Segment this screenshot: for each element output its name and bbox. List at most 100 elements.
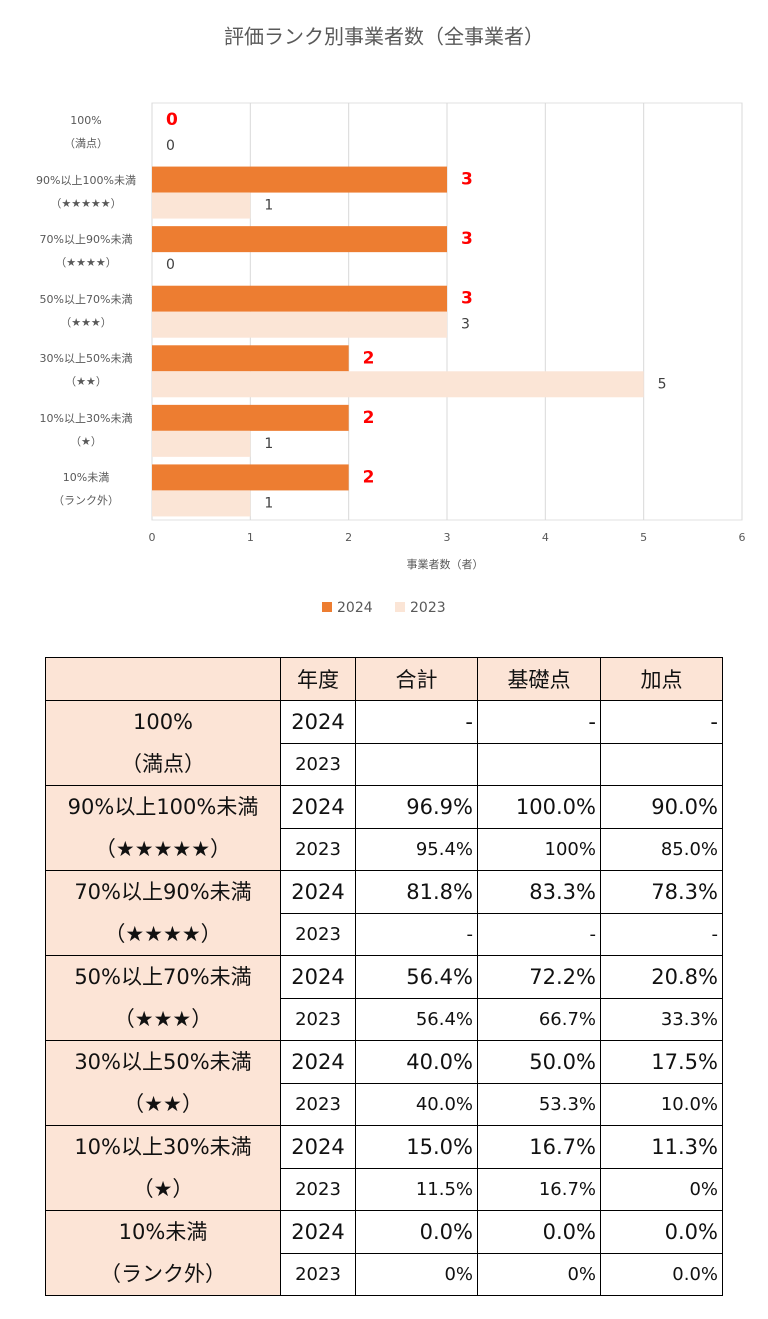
table-row: 10%未満 （ランク外） 2024 0.0% 0.0% 0.0% <box>45 1210 723 1296</box>
table-row: 2023 11.5% 16.7% 0% <box>46 1167 723 1211</box>
table-row: 90%以上100%未満 （★★★★★） 2024 96.9% 100.0% 90.0% <box>45 785 723 871</box>
y-tick-label: 100% （満点） <box>64 114 108 150</box>
table-row: 10%以上30%未満 （★） 2024 15.0% 16.7% 11.3% <box>45 1125 723 1211</box>
table-row: 2023 56.4% 66.7% 33.3% <box>46 997 723 1041</box>
value-cell: - <box>600 912 723 956</box>
value-cell: 83.3% <box>477 870 601 914</box>
value-cell: 20.8% <box>600 955 723 999</box>
data-label: 1 <box>264 495 273 511</box>
data-label: 0 <box>166 110 178 130</box>
x-tick-label: 1 <box>247 531 254 544</box>
value-cell: 16.7% <box>477 1125 601 1169</box>
x-tick-label: 5 <box>640 531 647 544</box>
value-cell: 78.3% <box>600 870 723 914</box>
bar <box>152 430 251 457</box>
y-tick-label: 30%以上50%未満 （★★） <box>39 352 133 389</box>
data-label: 3 <box>461 317 470 333</box>
table-row: 50%以上70%未満 （★★★） 2024 56.4% 72.2% 20.8% <box>45 955 723 1041</box>
bar <box>152 311 447 338</box>
value-cell: 66.7% <box>477 997 601 1041</box>
header-cell: 基礎点 <box>477 657 601 701</box>
y-tick-label: 10%未満 （ランク外） <box>53 471 119 508</box>
data-label: 3 <box>461 229 473 249</box>
x-tick-label: 6 <box>739 531 746 544</box>
value-cell: - <box>477 700 601 744</box>
value-cell: 40.0% <box>355 1082 478 1126</box>
data-table: 年度 合計 基礎点 加点 100% （満点） 2024- - -2023 90%以上100%未満… <box>45 657 723 1296</box>
table-row: 2023 <box>46 742 723 786</box>
bar <box>152 285 447 312</box>
bar <box>152 345 349 372</box>
value-cell: 17.5% <box>600 1040 723 1084</box>
value-cell: 85.0% <box>600 827 723 871</box>
value-cell: 53.3% <box>477 1082 601 1126</box>
year-cell: 2024 <box>280 870 356 914</box>
value-cell: 0% <box>477 1252 601 1296</box>
data-label: 2 <box>363 467 375 487</box>
value-cell: 15.0% <box>355 1125 478 1169</box>
value-cell: 100.0% <box>477 785 601 829</box>
header-cell: 加点 <box>600 657 723 701</box>
value-cell: 0.0% <box>600 1252 723 1296</box>
x-tick-label: 4 <box>542 531 549 544</box>
year-cell: 2024 <box>280 700 356 744</box>
data-label: 3 <box>461 289 473 309</box>
year-cell: 2023 <box>280 997 356 1041</box>
header-cell: 年度 <box>280 657 356 701</box>
value-cell: 95.4% <box>355 827 478 871</box>
value-cell: 11.3% <box>600 1125 723 1169</box>
chart: 評価ランク別事業者数（全事業者） 事業者数（者） 0 1 2 3 4 5 6 0 0 3 1 3 0 3 3… <box>149 25 746 617</box>
x-axis-label: 事業者数（者） <box>407 558 484 571</box>
rank-cell: 10%以上30%未満 （★） <box>45 1125 281 1211</box>
year-cell: 2023 <box>280 827 356 871</box>
x-tick-label: 3 <box>444 531 451 544</box>
data-label: 2 <box>363 408 375 428</box>
value-cell: - <box>355 700 478 744</box>
rank-cell: 10%未満 （ランク外） <box>45 1210 281 1296</box>
year-cell: 2024 <box>280 1210 356 1254</box>
bar <box>152 226 447 253</box>
y-tick-label: 70%以上90%未満 （★★★★） <box>39 233 133 270</box>
rank-cell: 70%以上90%未満 （★★★★） <box>45 870 281 956</box>
value-cell: 0.0% <box>600 1210 723 1254</box>
rank-cell: 50%以上70%未満 （★★★） <box>45 955 281 1041</box>
data-label: 1 <box>264 198 273 214</box>
value-cell: 90.0% <box>600 785 723 829</box>
table-row: 2023 95.4% 100% 85.0% <box>46 827 723 871</box>
bar <box>152 371 644 398</box>
table-row: 2023- - - <box>46 912 723 956</box>
header-cell: 合計 <box>355 657 478 701</box>
bar <box>152 490 251 517</box>
data-label: 5 <box>658 376 667 392</box>
year-cell: 2024 <box>280 1040 356 1084</box>
bar <box>152 464 349 491</box>
legend-label: 2024 <box>337 600 373 616</box>
value-cell: 100% <box>477 827 601 871</box>
data-label: 0 <box>166 257 175 273</box>
bar <box>152 166 447 193</box>
header-cell <box>45 657 281 701</box>
value-cell: 50.0% <box>477 1040 601 1084</box>
chart-title: 評価ランク別事業者数（全事業者） <box>224 25 544 49</box>
value-cell: 72.2% <box>477 955 601 999</box>
year-cell: 2023 <box>280 1167 356 1211</box>
legend-swatch <box>322 602 332 612</box>
value-cell: - <box>355 912 478 956</box>
year-cell: 2023 <box>280 742 356 786</box>
value-cell: 0.0% <box>355 1210 478 1254</box>
value-cell: 56.4% <box>355 955 478 999</box>
value-cell: 11.5% <box>355 1167 478 1211</box>
value-cell: 40.0% <box>355 1040 478 1084</box>
bar <box>152 192 251 219</box>
value-cell: 16.7% <box>477 1167 601 1211</box>
value-cell <box>477 742 601 786</box>
value-cell: 0.0% <box>477 1210 601 1254</box>
year-cell: 2024 <box>280 955 356 999</box>
value-cell: 56.4% <box>355 997 478 1041</box>
y-tick-label: 50%以上70%未満 （★★★） <box>39 292 133 329</box>
legend-label: 2023 <box>410 600 446 616</box>
table-row: 70%以上90%未満 （★★★★） 2024 81.8% 83.3% 78.3% <box>45 870 723 956</box>
year-cell: 2024 <box>280 785 356 829</box>
value-cell: 0% <box>600 1167 723 1211</box>
